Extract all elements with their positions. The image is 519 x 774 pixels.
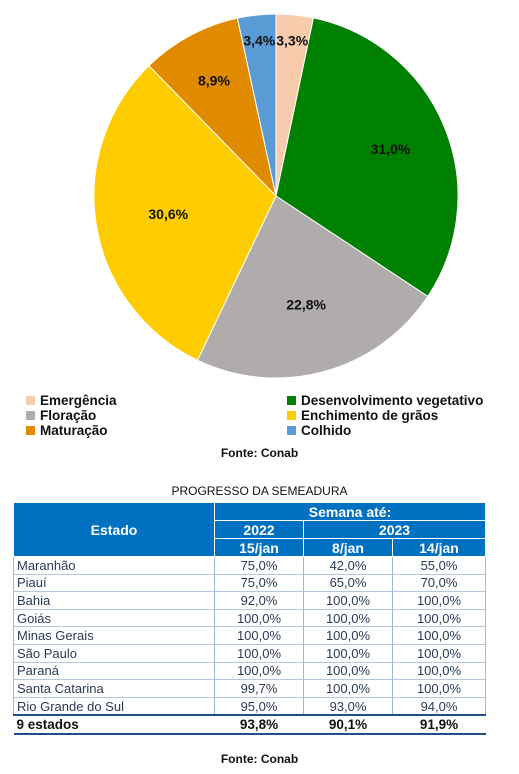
row-value: 94,0% xyxy=(392,697,486,716)
pie-label-enchimento: 30,6% xyxy=(148,206,188,222)
row-value: 100,0% xyxy=(392,626,486,645)
legend-label-desenvolvimento: Desenvolvimento vegetativo xyxy=(301,393,484,408)
total-value: 91,9% xyxy=(392,714,486,736)
pie-chart-svg: 3,3% 31,0% 22,8% 30,6% 8,9% 3,4% xyxy=(93,13,459,379)
row-value: 93,0% xyxy=(303,697,393,716)
pie-label-emergencia: 3,3% xyxy=(276,32,308,48)
table-row: São Paulo 100,0% 100,0% 100,0% xyxy=(13,644,486,663)
pie-legend: Emergência Desenvolvimento vegetativo Fl… xyxy=(26,393,516,441)
legend-item-maturacao: Maturação xyxy=(26,423,108,438)
row-value: 100,0% xyxy=(392,609,486,628)
row-value: 100,0% xyxy=(303,644,393,663)
pie-slice-maturacao xyxy=(148,17,277,198)
legend-item-colhido: Colhido xyxy=(287,423,351,438)
header-semana: Semana até: xyxy=(214,502,486,521)
pie-slice-enchimento xyxy=(93,64,277,361)
row-value: 100,0% xyxy=(392,679,486,698)
legend-swatch-floracao xyxy=(26,411,35,420)
legend-swatch-colhido xyxy=(287,426,296,435)
header-col-2: 8/jan xyxy=(303,538,393,557)
table-row: Santa Catarina 99,7% 100,0% 100,0% xyxy=(13,679,486,698)
row-value: 100,0% xyxy=(214,626,304,645)
pie-label-colhido: 3,4% xyxy=(243,32,275,48)
pie-label-maturacao: 8,9% xyxy=(198,73,230,89)
legend-swatch-maturacao xyxy=(26,426,35,435)
row-value: 100,0% xyxy=(392,662,486,681)
row-estado: Goiás xyxy=(13,609,215,628)
pie-label-floracao: 22,8% xyxy=(286,297,326,313)
legend-item-desenvolvimento: Desenvolvimento vegetativo xyxy=(287,393,483,408)
row-value: 70,0% xyxy=(392,574,486,593)
legend-item-floracao: Floração xyxy=(26,408,96,423)
pie-slice-desenvolvimento xyxy=(275,17,459,298)
row-estado: Paraná xyxy=(13,662,215,681)
legend-swatch-emergencia xyxy=(26,396,35,405)
table-title: PROGRESSO DA SEMEADURA xyxy=(171,484,348,498)
row-value: 75,0% xyxy=(214,556,304,575)
pie-slice-colhido xyxy=(236,13,277,197)
row-value: 65,0% xyxy=(303,574,393,593)
total-value: 90,1% xyxy=(303,714,393,736)
row-value: 100,0% xyxy=(303,662,393,681)
legend-item-enchimento: Enchimento de grãos xyxy=(287,408,438,423)
row-value: 42,0% xyxy=(303,556,393,575)
row-value: 99,7% xyxy=(214,679,304,698)
row-value: 100,0% xyxy=(303,609,393,628)
table-row: Paraná 100,0% 100,0% 100,0% xyxy=(13,662,486,681)
legend-label-enchimento: Enchimento de grãos xyxy=(301,408,439,423)
row-estado: Maranhão xyxy=(13,556,215,575)
legend-label-maturacao: Maturação xyxy=(40,423,108,438)
total-value: 93,8% xyxy=(214,714,304,736)
table-total-row: 9 estados 93,8% 90,1% 91,9% xyxy=(13,714,486,736)
table-source: Fonte: Conab xyxy=(220,752,299,766)
legend-label-emergencia: Emergência xyxy=(40,393,117,408)
header-year-2022: 2022 xyxy=(214,520,304,539)
row-value: 75,0% xyxy=(214,574,304,593)
table-row: Goiás 100,0% 100,0% 100,0% xyxy=(13,609,486,628)
table-row: Maranhão 75,0% 42,0% 55,0% xyxy=(13,556,486,575)
row-value: 100,0% xyxy=(392,591,486,610)
row-value: 100,0% xyxy=(392,644,486,663)
legend-label-colhido: Colhido xyxy=(301,423,352,438)
pie-chart: 3,3% 31,0% 22,8% 30,6% 8,9% 3,4% xyxy=(93,13,459,379)
row-value: 100,0% xyxy=(303,679,393,698)
pie-label-desenvolvimento: 31,0% xyxy=(371,141,411,157)
row-value: 95,0% xyxy=(214,697,304,716)
row-estado: Minas Gerais xyxy=(13,626,215,645)
header-col-3: 14/jan xyxy=(392,538,486,557)
table-row: Minas Gerais 100,0% 100,0% 100,0% xyxy=(13,626,486,645)
header-year-2023: 2023 xyxy=(303,520,486,539)
row-value: 55,0% xyxy=(392,556,486,575)
row-value: 92,0% xyxy=(214,591,304,610)
progress-table: Estado Semana até: 2022 2023 15/jan 8/ja… xyxy=(13,502,486,736)
table-row: Bahia 92,0% 100,0% 100,0% xyxy=(13,591,486,610)
legend-label-floracao: Floração xyxy=(40,408,97,423)
row-estado: Bahia xyxy=(13,591,215,610)
legend-swatch-desenvolvimento xyxy=(287,396,296,405)
header-col-1: 15/jan xyxy=(214,538,304,557)
pie-slice-floracao xyxy=(196,195,429,379)
row-estado: Rio Grande do Sul xyxy=(13,697,215,716)
row-estado: São Paulo xyxy=(13,644,215,663)
row-value: 100,0% xyxy=(214,662,304,681)
header-estado: Estado xyxy=(13,502,215,557)
row-value: 100,0% xyxy=(214,644,304,663)
legend-swatch-enchimento xyxy=(287,411,296,420)
row-estado: Santa Catarina xyxy=(13,679,215,698)
row-value: 100,0% xyxy=(303,591,393,610)
row-estado: Piauí xyxy=(13,574,215,593)
table-row: Rio Grande do Sul 95,0% 93,0% 94,0% xyxy=(13,697,486,716)
legend-item-emergencia: Emergência xyxy=(26,393,117,408)
row-value: 100,0% xyxy=(214,609,304,628)
chart-source: Fonte: Conab xyxy=(220,446,299,460)
total-estado: 9 estados xyxy=(13,714,215,736)
row-value: 100,0% xyxy=(303,626,393,645)
table-row: Piauí 75,0% 65,0% 70,0% xyxy=(13,574,486,593)
